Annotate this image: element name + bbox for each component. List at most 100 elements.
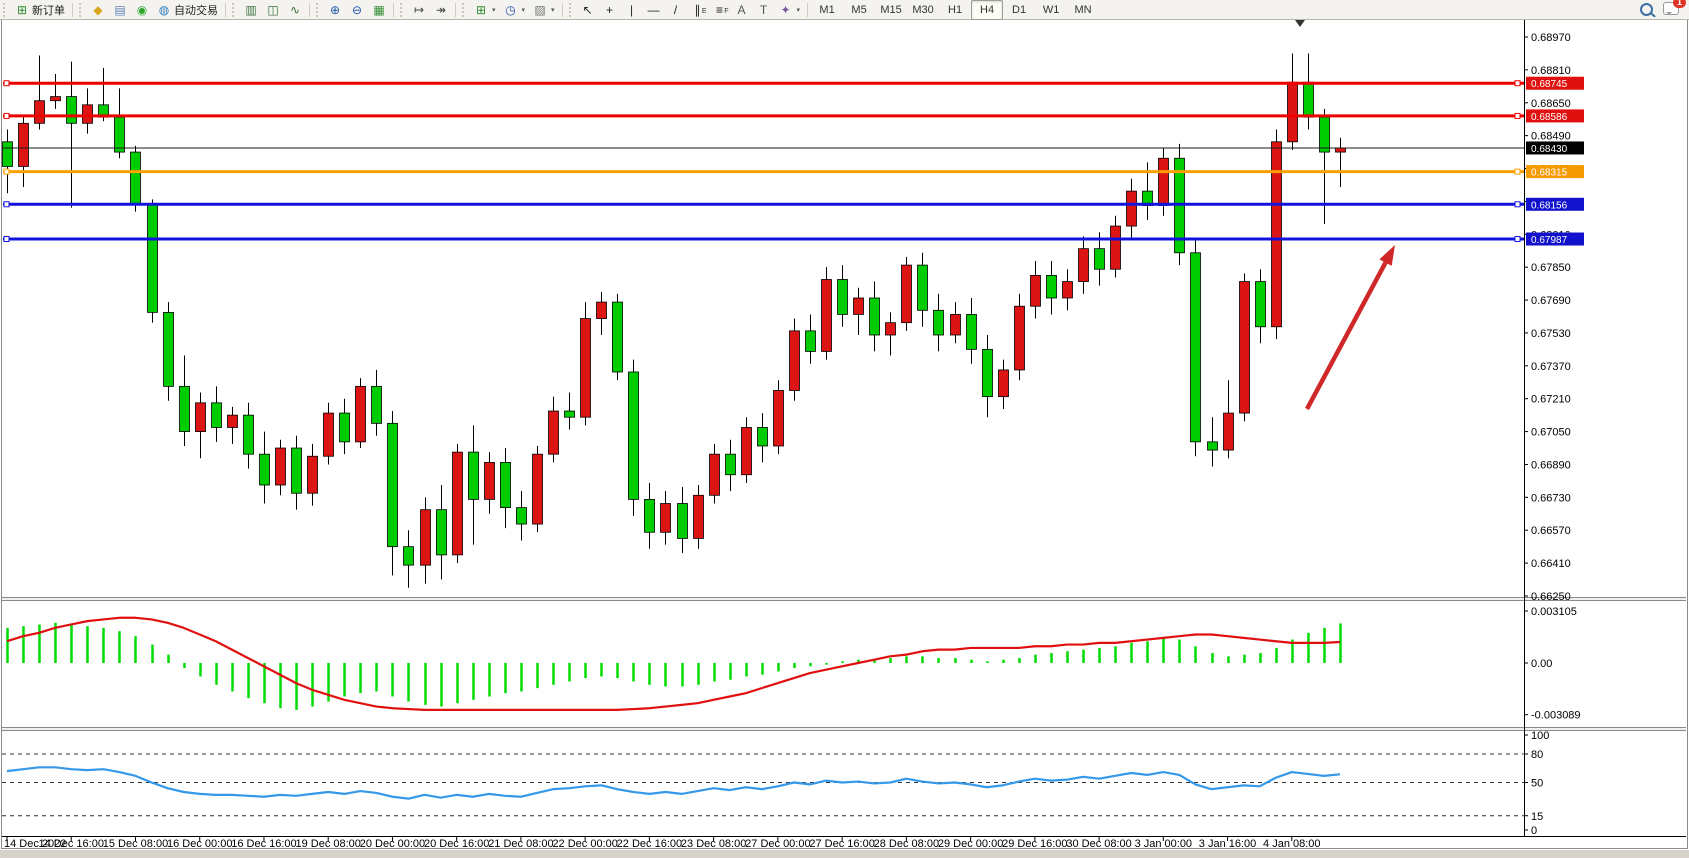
text-button[interactable]: A <box>731 0 753 20</box>
macd-axis-label: 0.003105 <box>1531 606 1577 618</box>
chart-shift-marker[interactable] <box>1295 20 1305 27</box>
cursor-button[interactable]: ↖ <box>577 0 599 20</box>
new-chart-button[interactable]: ⊞ ▾ <box>470 0 500 20</box>
toolbar-separator <box>225 2 226 17</box>
hline-handle[interactable] <box>1514 236 1521 243</box>
timeframe-d1-button[interactable]: D1 <box>1012 3 1027 16</box>
price-tick-label: 0.67370 <box>1531 361 1571 373</box>
autotrading-label: 自动交易 <box>174 4 218 17</box>
horizontal-line-button[interactable]: — <box>643 0 665 20</box>
timeframe-m15-button[interactable]: M15 <box>880 3 902 16</box>
new-order-button[interactable]: ⊞ 新订单 <box>11 0 69 20</box>
hline-handle[interactable] <box>3 80 10 87</box>
macd-axis-label: 0.00 <box>1531 658 1552 670</box>
trendline-button[interactable]: / <box>665 0 687 20</box>
hline-handle[interactable] <box>1514 201 1521 208</box>
candlestick-chart-button[interactable]: ◫ <box>262 0 284 20</box>
timeframe-m30-button[interactable]: M30 <box>912 3 934 16</box>
candle-bullish <box>548 410 559 455</box>
hline-handle[interactable] <box>3 112 10 119</box>
candle-bullish <box>195 402 206 432</box>
line-chart-icon: ∿ <box>289 2 301 17</box>
price-tick-label: 0.68650 <box>1531 98 1571 110</box>
vertical-line-button[interactable]: | <box>621 0 643 20</box>
arrows-dropdown-icon[interactable]: ▾ <box>796 6 801 14</box>
candle-bullish <box>420 509 431 566</box>
tile-windows-button[interactable]: ▦ <box>368 0 390 20</box>
crosshair-button[interactable]: + <box>599 0 621 20</box>
timeframe-m5-button[interactable]: M5 <box>851 3 867 16</box>
hline-handle[interactable] <box>3 236 10 243</box>
line-chart-button[interactable]: ∿ <box>284 0 306 20</box>
autotrading-button[interactable]: ◍ 自动交易 <box>153 0 222 20</box>
candle-bearish <box>339 412 350 443</box>
search-icon[interactable] <box>1640 3 1653 16</box>
date-tick-label: 22 Dec 16:00 <box>617 838 682 850</box>
toolbar-separator <box>309 2 310 17</box>
timeframe-h1-button[interactable]: H1 <box>948 3 963 16</box>
price-tick-label: 0.67050 <box>1531 427 1571 439</box>
auto-scroll-button[interactable]: ↦ <box>408 0 430 20</box>
hline-badge <box>1526 165 1584 179</box>
toolbar-right-group: 1 <box>1640 0 1689 18</box>
fibonacci-button[interactable]: ≡ F <box>709 0 731 20</box>
candle-bullish <box>580 318 591 418</box>
hline-handle[interactable] <box>1514 112 1521 119</box>
timeframe-w1-button[interactable]: W1 <box>1042 3 1060 16</box>
candle-bearish <box>1094 248 1105 270</box>
zoom-in-button[interactable]: ⊕ <box>324 0 346 20</box>
candle-bullish <box>901 264 912 324</box>
bars-chart-button[interactable]: ▥ <box>240 0 262 20</box>
pane-separator[interactable] <box>2 727 1686 731</box>
timeframe-m1-button[interactable]: M1 <box>819 3 835 16</box>
hline-handle[interactable] <box>1514 80 1521 87</box>
timeframe-h4-button[interactable]: H4 <box>971 0 1004 20</box>
candle-bearish <box>2 141 13 167</box>
date-tick-label: 21 Dec 08:00 <box>488 838 553 850</box>
date-tick-label: 19 Dec 08:00 <box>295 838 360 850</box>
candle-bullish <box>1335 147 1346 153</box>
candle-bullish <box>885 322 896 336</box>
trend-arrow-head[interactable] <box>1379 245 1395 266</box>
trendline-icon: / <box>673 2 678 17</box>
timeframe-mn-button[interactable]: MN <box>1074 3 1092 16</box>
text-label-button[interactable]: T <box>753 0 775 20</box>
candle-bearish <box>516 507 527 525</box>
zoom-out-icon: ⊖ <box>351 2 363 17</box>
periods-dropdown-icon[interactable]: ▾ <box>521 6 526 14</box>
candle-bullish <box>821 279 832 352</box>
candle-bullish <box>484 462 495 500</box>
pane-separator[interactable] <box>2 597 1686 601</box>
new-chart-dropdown-icon[interactable]: ▾ <box>492 6 496 14</box>
templates-dropdown-icon[interactable]: ▾ <box>551 6 555 14</box>
price-tick-label: 0.68970 <box>1531 32 1571 44</box>
arrows-button[interactable]: ✦ ▾ <box>775 0 805 20</box>
periods-button[interactable]: ◷ ▾ <box>500 0 530 20</box>
price-tick-label: 0.66890 <box>1531 459 1571 471</box>
date-tick-label: 20 Dec 00:00 <box>360 838 425 850</box>
styler-button[interactable]: ◆ <box>87 0 109 20</box>
hline-handle[interactable] <box>3 201 10 208</box>
candle-bearish <box>725 453 736 476</box>
equidistant-channel-button[interactable]: ∥ E <box>687 0 709 20</box>
new-order-icon: ⊞ <box>16 2 28 17</box>
signals-button[interactable]: ◉ <box>131 0 153 20</box>
signals-icon: ◉ <box>136 2 148 17</box>
candle-bullish <box>1078 248 1089 282</box>
new-order-label: 新订单 <box>32 4 65 17</box>
rsi-axis-label: 100 <box>1531 730 1549 742</box>
notifications-button[interactable]: 1 <box>1663 0 1686 18</box>
zoom-out-button[interactable]: ⊖ <box>346 0 368 20</box>
hline-handle[interactable] <box>1514 168 1521 175</box>
templates-button[interactable]: ▨ ▾ <box>529 0 559 20</box>
trend-arrow-line[interactable] <box>1305 261 1388 411</box>
toolbar-separator <box>561 2 563 17</box>
chart-shift-button[interactable]: ↠ <box>430 0 452 20</box>
hline-handle[interactable] <box>3 168 10 175</box>
chart-background[interactable] <box>2 19 1686 848</box>
candle-bearish <box>147 203 158 313</box>
toolbar-separator <box>455 2 456 17</box>
profiles-button[interactable]: ▤ <box>109 0 131 20</box>
